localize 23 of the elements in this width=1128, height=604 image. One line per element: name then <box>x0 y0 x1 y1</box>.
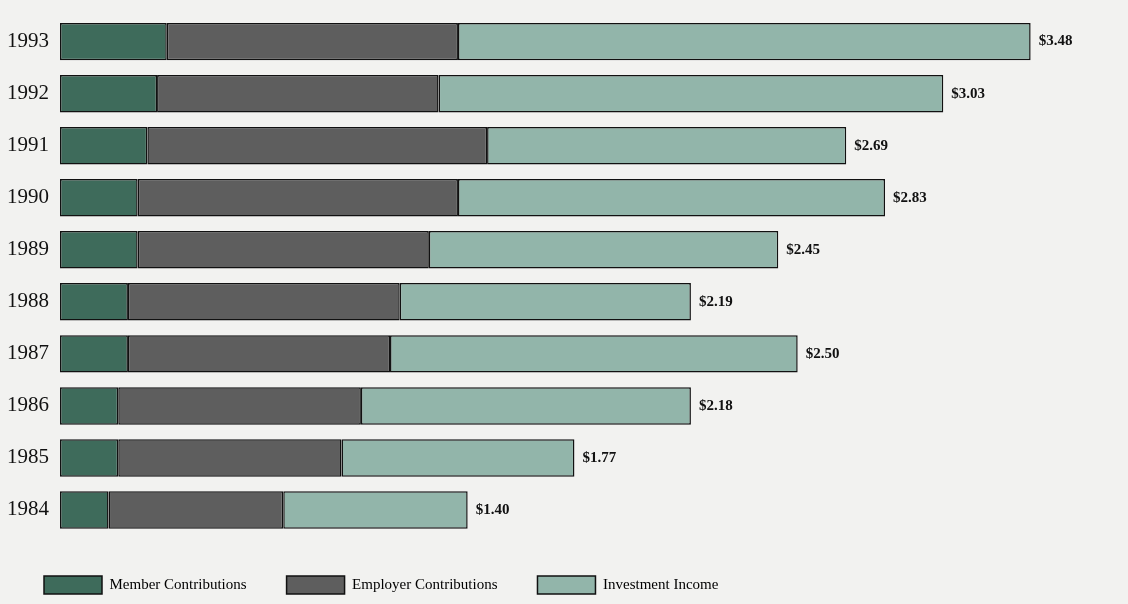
annotation: $2.45 <box>786 240 821 257</box>
annotation: $3.48 <box>1038 32 1073 49</box>
legend-label: Investment Income <box>602 575 719 592</box>
annotation: $2.69 <box>854 136 888 153</box>
legend-label: Employer Contributions <box>352 575 498 592</box>
y-tick-label: 1990 <box>7 184 49 209</box>
y-tick-label: 1984 <box>7 496 50 521</box>
y-tick-label: 1989 <box>7 236 49 261</box>
y-tick-label: 1985 <box>7 444 49 469</box>
legend-label: Member Contributions <box>109 575 247 592</box>
annotation: $2.18 <box>698 396 733 413</box>
y-tick-label: 1987 <box>7 340 49 365</box>
annotation: $2.19 <box>698 292 733 309</box>
y-tick-label: 1992 <box>7 80 49 105</box>
y-tick-label: 1988 <box>7 288 49 313</box>
annotation: $1.40 <box>475 500 510 517</box>
y-tick-label: 1986 <box>7 392 49 417</box>
annotation: $2.83 <box>893 188 927 205</box>
y-tick-label: 1993 <box>7 28 49 53</box>
annotation: $3.03 <box>951 84 986 101</box>
y-tick-label: 1991 <box>7 132 49 157</box>
annotation: $2.50 <box>805 344 840 361</box>
annotation: $1.77 <box>582 448 617 465</box>
